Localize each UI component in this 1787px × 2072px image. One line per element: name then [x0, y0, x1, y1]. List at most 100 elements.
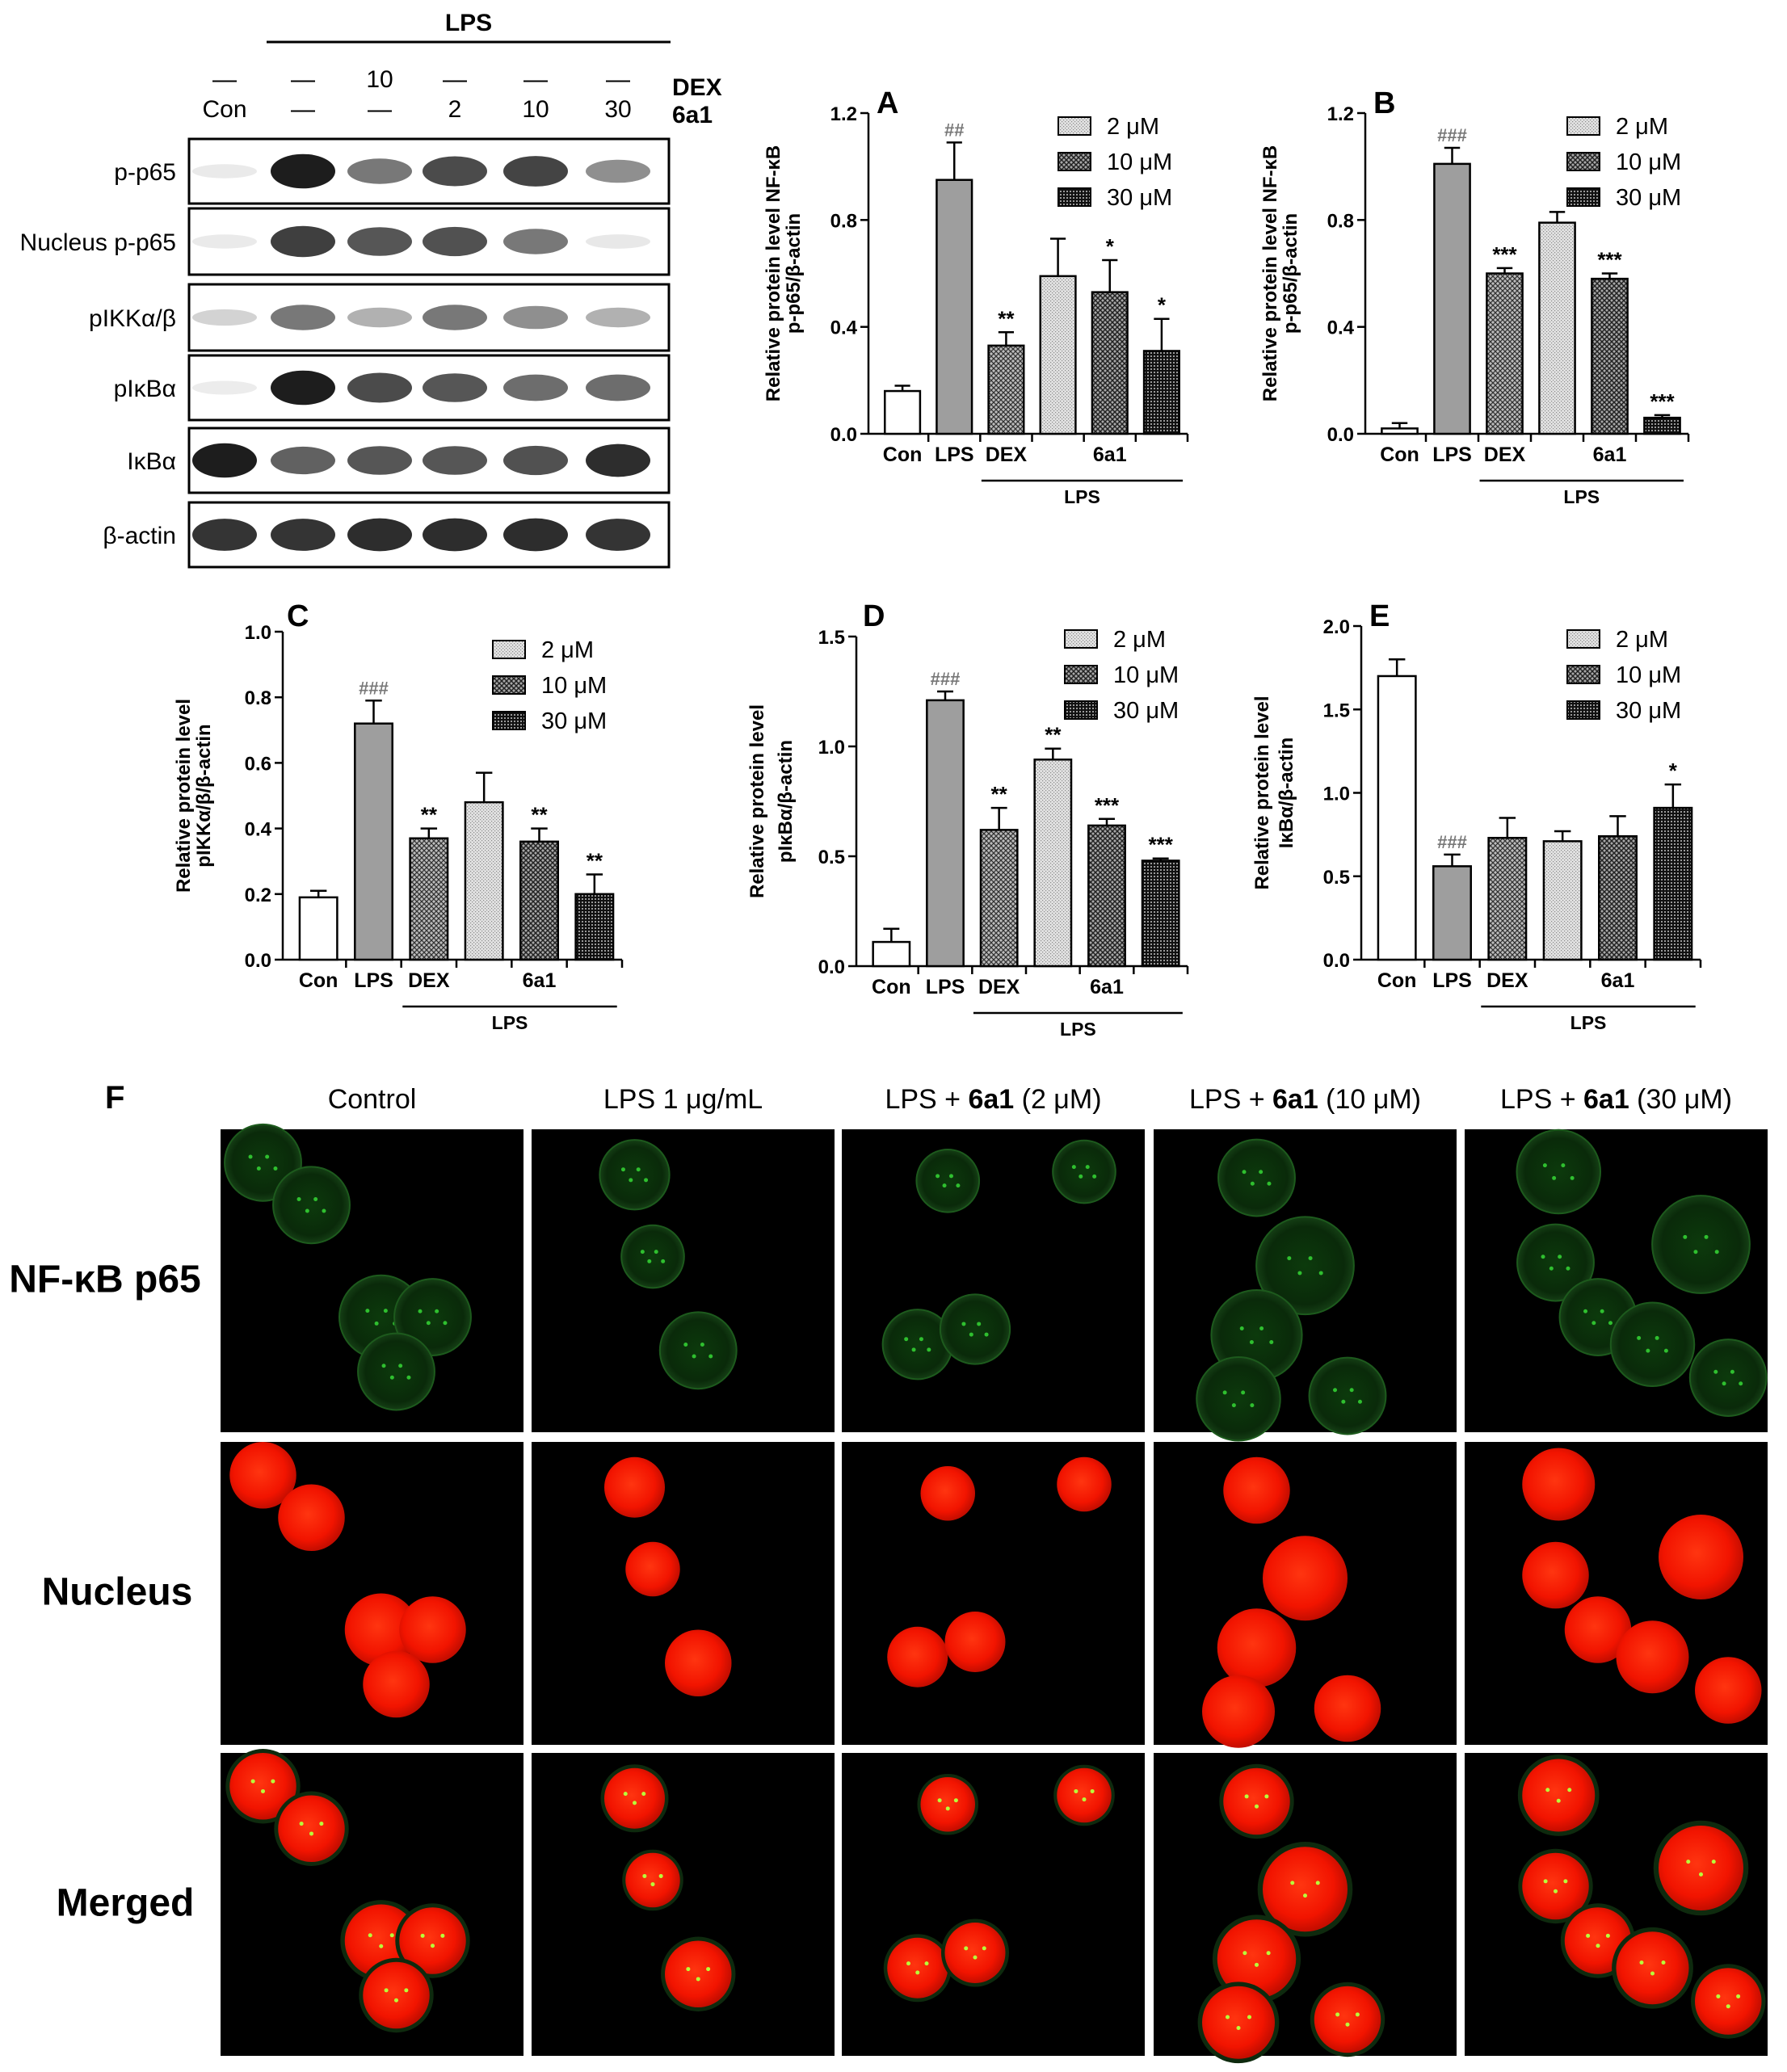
x-tick-label: 6a1 [1601, 969, 1635, 992]
bar [1432, 865, 1472, 961]
merged-dot [440, 1933, 445, 1938]
green-dot [1646, 1348, 1650, 1353]
wb-lps-header: LPS [445, 10, 492, 36]
green-dot [1663, 1348, 1668, 1353]
merged-nucleus [229, 1753, 296, 1820]
legend-swatch [1064, 629, 1098, 649]
wb-band [347, 518, 412, 552]
y-axis-label: p-p65/β-actin [783, 213, 805, 334]
merged-dot [299, 1822, 304, 1826]
green-cell [1308, 1356, 1387, 1435]
green-dot [644, 1178, 649, 1183]
merged-dot [706, 1967, 711, 1972]
bar [936, 179, 973, 435]
bar [1591, 277, 1629, 435]
microscopy-column-headers: Control LPS 1 μg/mL LPS + 6a1 (2 μM) LPS + … [328, 1084, 1732, 1115]
green-dot [418, 1309, 423, 1313]
wb-band [271, 225, 335, 258]
merged-dot [906, 1961, 910, 1966]
green-dot [942, 1183, 947, 1188]
merged-dot [1255, 1804, 1259, 1809]
merged-dot [623, 1792, 628, 1797]
green-dot [389, 1375, 394, 1380]
microscopy-tile [842, 1753, 1145, 2056]
microscopy-row-labels: NF-κB p65 Nucleus Merged [9, 1259, 200, 1925]
green-dot [1713, 1369, 1718, 1374]
header-part: 6a1 [1272, 1084, 1318, 1115]
merged-dot [1264, 1794, 1269, 1799]
wb-band [586, 159, 650, 183]
green-dot [700, 1343, 704, 1347]
green-dot [692, 1354, 696, 1359]
merged-dot [1554, 1889, 1558, 1893]
panel-label: D [863, 599, 885, 633]
green-dot [1308, 1256, 1313, 1261]
microscopy-row-label: Nucleus [42, 1571, 193, 1614]
green-dot [927, 1347, 931, 1352]
nucleus [363, 1650, 430, 1718]
merged-dot [1650, 1971, 1655, 1976]
y-tick-label: 1.5 [1323, 700, 1350, 721]
wb-band [271, 153, 335, 189]
green-dot [948, 1174, 953, 1179]
wb-band [503, 156, 568, 187]
green-dot [1600, 1309, 1604, 1313]
group-label: LPS [492, 1012, 528, 1033]
significance-label: *** [1148, 833, 1173, 857]
green-dot [1561, 1163, 1566, 1168]
microscopy-column-header: LPS + 6a1 (2 μM) [885, 1084, 1101, 1115]
merged-dot [1605, 1933, 1610, 1938]
merged-dot [1563, 1879, 1568, 1884]
green-dot [977, 1322, 982, 1326]
green-dot [1693, 1250, 1698, 1255]
merged-dot [1074, 1788, 1079, 1793]
wb-band [423, 446, 487, 475]
merged-dot [379, 1944, 384, 1948]
merged-nucleus [1522, 1852, 1589, 1920]
chart-panel-e: E 0.0 0.5 1.0 1.5 2.0 Relative protein level Iκ… [1251, 599, 1702, 1033]
bar [1033, 759, 1073, 968]
merged-dot [384, 1988, 389, 1993]
merged-dot [1596, 1944, 1600, 1948]
group-label: LPS [1570, 1012, 1607, 1033]
panel-label: B [1373, 86, 1395, 120]
green-dot [1739, 1381, 1743, 1386]
microscopy-row-label: Merged [57, 1882, 195, 1925]
merged-nucleus [887, 1937, 948, 1998]
green-cell [1516, 1128, 1601, 1215]
nucleus [278, 1484, 345, 1551]
wb-band [192, 234, 257, 249]
merged-nucleus [944, 1923, 1006, 1983]
green-dot [956, 1183, 961, 1188]
merged-dot [261, 1788, 265, 1793]
x-tick-label: LPS [1432, 969, 1472, 992]
significance-label: *** [1650, 389, 1675, 414]
green-dot [1222, 1390, 1227, 1395]
green-cell [1217, 1138, 1296, 1217]
green-dot [443, 1321, 448, 1326]
wb-6a1-cell: — [291, 96, 315, 123]
merged-dot [1556, 1798, 1561, 1803]
merged-dot [1686, 1860, 1691, 1864]
green-dot [1250, 1181, 1255, 1186]
green-cell [357, 1332, 435, 1411]
green-cell [1609, 1301, 1696, 1387]
merged-dot [1266, 1951, 1271, 1956]
wb-dex-cell: — [606, 66, 630, 93]
merged-dot [1736, 1994, 1741, 1998]
x-tick-label: DEX [1484, 443, 1526, 466]
panel-label: A [877, 86, 898, 120]
green-dot [919, 1337, 923, 1342]
green-dot [1552, 1175, 1557, 1180]
legend-swatch [492, 675, 526, 695]
merged-nucleus [278, 1795, 345, 1862]
y-tick-label: 0.0 [1327, 424, 1354, 446]
merged-nucleus [604, 1767, 665, 1829]
wb-6a1-row: Con — — 2 10 30 [202, 96, 631, 123]
merged-dot [686, 1967, 691, 1972]
green-cell [272, 1166, 351, 1245]
wb-dex-cell: — [291, 66, 315, 93]
merged-nucleus [1223, 1767, 1290, 1835]
merged-dot [1716, 1994, 1721, 1998]
green-dot [636, 1167, 641, 1172]
